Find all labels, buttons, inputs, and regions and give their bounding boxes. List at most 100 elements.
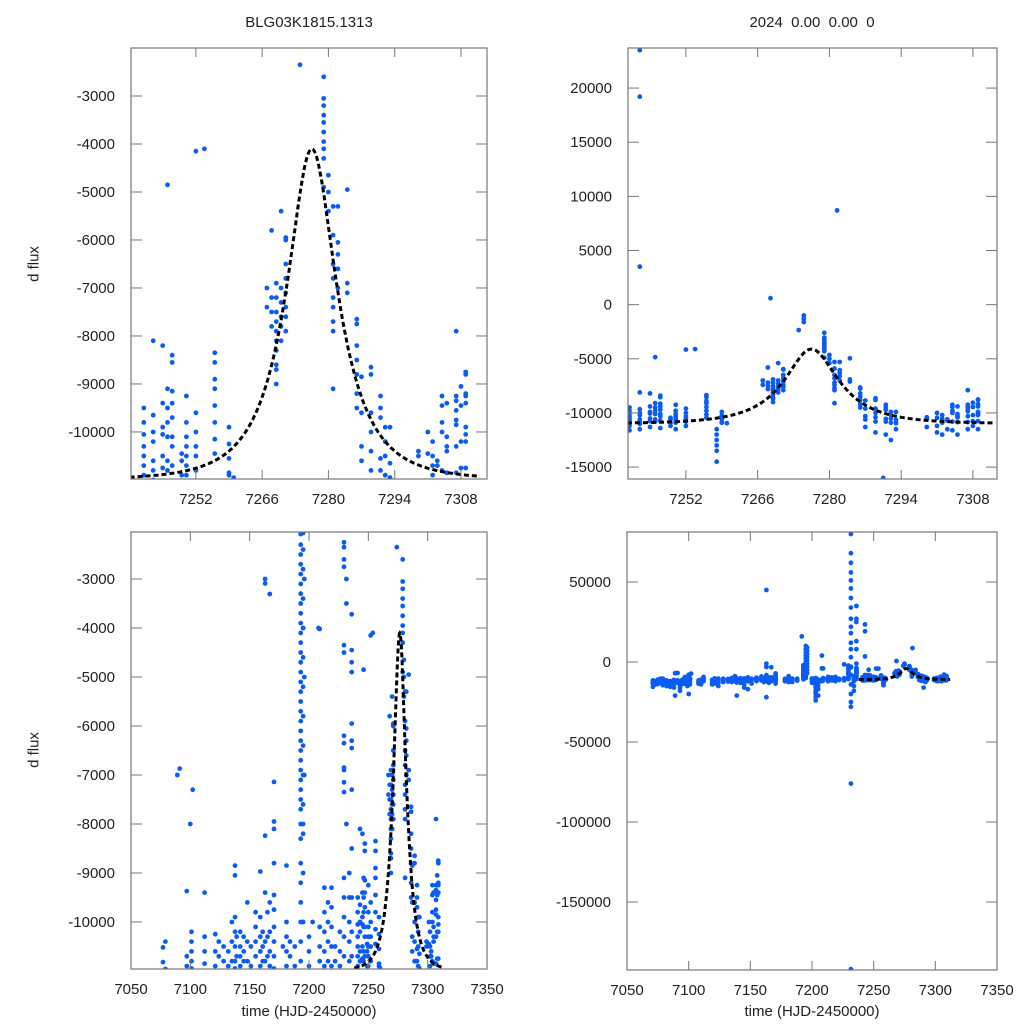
- data-point: [426, 919, 432, 925]
- data-point: [435, 956, 441, 962]
- data-point: [298, 728, 304, 734]
- data-point: [434, 458, 440, 464]
- data-point: [298, 806, 304, 812]
- data-point: [332, 958, 338, 964]
- data-point: [894, 658, 899, 664]
- y-tick-label: -5000: [77, 184, 115, 201]
- data-point: [902, 662, 907, 667]
- data-point: [848, 654, 854, 660]
- y-tick-label: -15000: [565, 459, 612, 476]
- data-point: [841, 662, 847, 667]
- data-point: [300, 547, 306, 552]
- data-point: [765, 365, 771, 370]
- data-point: [257, 934, 263, 940]
- data-point: [854, 661, 859, 666]
- data-point: [965, 387, 971, 393]
- data-point: [349, 611, 355, 617]
- data-points: [650, 532, 949, 970]
- data-point: [873, 406, 878, 411]
- data-point: [664, 683, 669, 689]
- data-point: [725, 679, 731, 684]
- data-point: [866, 667, 872, 673]
- data-point: [745, 678, 751, 684]
- data-point: [349, 738, 355, 744]
- data-point: [184, 888, 190, 894]
- data-point: [671, 685, 677, 690]
- data-point: [267, 963, 273, 969]
- data-point: [355, 944, 361, 949]
- data-point: [169, 400, 175, 406]
- data-point: [225, 963, 231, 969]
- data-point: [832, 387, 837, 393]
- data-point: [298, 591, 304, 597]
- data-point: [212, 350, 218, 356]
- data-point: [361, 909, 366, 915]
- data-point: [765, 386, 771, 392]
- data-point: [278, 208, 284, 214]
- data-point: [368, 468, 374, 473]
- data-point: [848, 570, 854, 575]
- data-point: [184, 434, 189, 440]
- data-point: [815, 693, 821, 698]
- data-point: [310, 919, 315, 925]
- data-point: [439, 403, 445, 408]
- data-point: [764, 587, 769, 593]
- data-point: [341, 544, 347, 550]
- data-point: [278, 300, 284, 305]
- data-point: [809, 680, 815, 686]
- x-tick-label: 7100: [672, 982, 705, 999]
- data-point: [975, 404, 981, 409]
- data-point: [673, 426, 679, 432]
- data-point: [344, 821, 349, 827]
- data-point: [402, 792, 408, 797]
- data-point: [184, 472, 189, 478]
- data-point: [848, 699, 854, 705]
- data-point: [330, 295, 336, 300]
- data-point: [262, 581, 268, 586]
- data-point: [657, 394, 663, 400]
- data-point: [193, 148, 199, 154]
- data-point: [341, 740, 347, 746]
- data-point: [386, 792, 391, 797]
- data-point: [301, 674, 307, 680]
- data-point: [799, 634, 805, 639]
- data-point: [463, 465, 469, 471]
- data-point: [373, 892, 378, 898]
- data-point: [857, 405, 863, 410]
- data-point: [354, 321, 360, 327]
- data-point: [362, 934, 368, 940]
- data-point: [400, 579, 406, 584]
- title-right: 2024 0.00 0.00 0: [749, 14, 875, 31]
- data-point: [402, 875, 408, 881]
- data-point: [675, 670, 680, 676]
- data-point: [701, 678, 706, 684]
- x-tick-label: 7266: [741, 491, 774, 508]
- x-tick-label: 7050: [610, 982, 643, 999]
- data-point: [165, 182, 170, 188]
- data-point: [298, 900, 304, 905]
- data-point: [851, 683, 857, 689]
- data-point: [330, 232, 336, 238]
- data-point: [741, 685, 747, 690]
- data-point: [657, 413, 663, 419]
- data-point: [169, 415, 175, 420]
- data-point: [184, 420, 189, 425]
- data-point: [265, 953, 270, 959]
- data-point: [322, 909, 327, 915]
- data-point: [317, 958, 323, 964]
- data-point: [453, 408, 459, 413]
- data-point: [373, 875, 378, 881]
- data-point: [237, 929, 243, 935]
- data-point: [298, 738, 304, 744]
- y-tick-label: -150000: [556, 894, 611, 911]
- data-point: [833, 678, 838, 684]
- data-point: [322, 885, 327, 891]
- data-point: [365, 953, 371, 959]
- data-point: [326, 172, 331, 178]
- data-point: [298, 650, 304, 655]
- data-point: [768, 678, 774, 684]
- data-point: [652, 411, 658, 417]
- data-point: [160, 959, 166, 965]
- data-point: [373, 838, 378, 844]
- data-point: [848, 532, 854, 537]
